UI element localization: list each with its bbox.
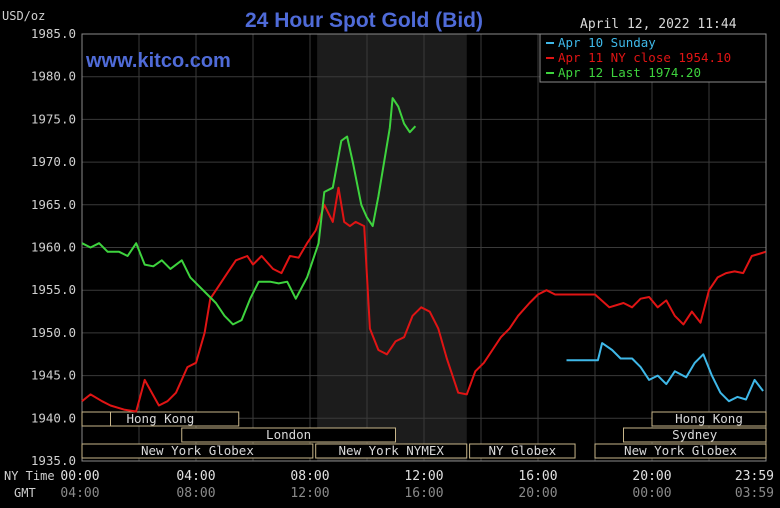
session-band	[81, 443, 314, 459]
session-label: Sydney	[672, 427, 718, 442]
series-layer	[81, 97, 767, 413]
session-label: New York Globex	[141, 443, 254, 458]
y-tick-label: 1935.0	[31, 453, 76, 468]
x-axis-gmt-label: GMT	[14, 486, 36, 500]
y-tick-labels: 1985.0 1980.0 1975.0 1970.0 1965.0 1960.0 1955…	[31, 26, 76, 468]
x-tick-label-ny: 20:00	[632, 469, 671, 484]
y-tick-label: 1940.0	[31, 410, 76, 425]
y-tick-label: 1975.0	[31, 111, 76, 126]
y-tick-label: 1985.0	[31, 26, 76, 41]
legend-box	[539, 33, 767, 83]
chart-title: 24 Hour Spot Gold (Bid)	[245, 9, 483, 32]
session-label: Hong Kong	[675, 411, 743, 426]
series-line-apr11	[81, 186, 767, 413]
session-band	[181, 427, 396, 443]
x-axis-ny-time-label: NY Time	[4, 469, 55, 483]
x-tick-label-gmt: 00:00	[632, 486, 671, 501]
grid-layer	[82, 34, 766, 461]
session-band-layer: Hong Kong London New York Globex New York N…	[81, 411, 767, 459]
x-tick-label-gmt: 08:00	[176, 486, 215, 501]
legend-label-apr12: Apr 12 Last 1974.20	[558, 65, 701, 80]
x-tick-label-gmt: 20:00	[518, 486, 557, 501]
legend: Apr 10 Sunday Apr 11 NY close 1954.10 Ap…	[539, 33, 767, 83]
y-tick-label: 1970.0	[31, 154, 76, 169]
x-tick-label-ny: 23:59	[735, 469, 774, 484]
timestamp: April 12, 2022 11:44	[580, 17, 737, 32]
session-label: NY Globex	[488, 443, 556, 458]
x-tick-label-gmt: 04:00	[60, 486, 99, 501]
x-tick-label-ny: 12:00	[404, 469, 443, 484]
session-label: London	[266, 427, 311, 442]
legend-label-apr10: Apr 10 Sunday	[558, 35, 656, 50]
y-tick-label: 1955.0	[31, 282, 76, 297]
y-tick-label: 1980.0	[31, 69, 76, 84]
session-band	[651, 411, 767, 427]
session-band	[594, 443, 767, 459]
x-tick-label-ny: 04:00	[176, 469, 215, 484]
x-tick-label-ny: 16:00	[518, 469, 557, 484]
legend-label-apr11: Apr 11 NY close 1954.10	[558, 50, 731, 65]
session-band	[469, 443, 576, 459]
session-label: New York Globex	[624, 443, 737, 458]
x-tick-label-gmt: 16:00	[404, 486, 443, 501]
y-tick-label: 1945.0	[31, 368, 76, 383]
x-tick-label-gmt: 12:00	[290, 486, 329, 501]
session-band	[81, 411, 111, 427]
x-tick-label-gmt: 03:59	[735, 486, 774, 501]
session-label: New York NYMEX	[339, 443, 445, 458]
x-tick-labels: 00:00 04:00 04:00 08:00 08:00 12:00 12:00 16:00…	[60, 469, 774, 501]
x-tick-label-ny: 00:00	[60, 469, 99, 484]
y-tick-label: 1960.0	[31, 240, 76, 255]
series-line-apr10	[566, 342, 764, 403]
plot-frame	[81, 33, 767, 462]
series-line-apr12	[81, 97, 417, 326]
session-band	[623, 427, 767, 443]
y-tick-label: 1965.0	[31, 197, 76, 212]
session-band	[315, 443, 468, 459]
y-axis-unit: USD/oz	[2, 9, 45, 23]
session-label: Hong Kong	[127, 411, 195, 426]
kitco-watermark: www.kitco.com	[85, 50, 231, 72]
x-tick-label-ny: 08:00	[290, 469, 329, 484]
y-tick-label: 1950.0	[31, 325, 76, 340]
